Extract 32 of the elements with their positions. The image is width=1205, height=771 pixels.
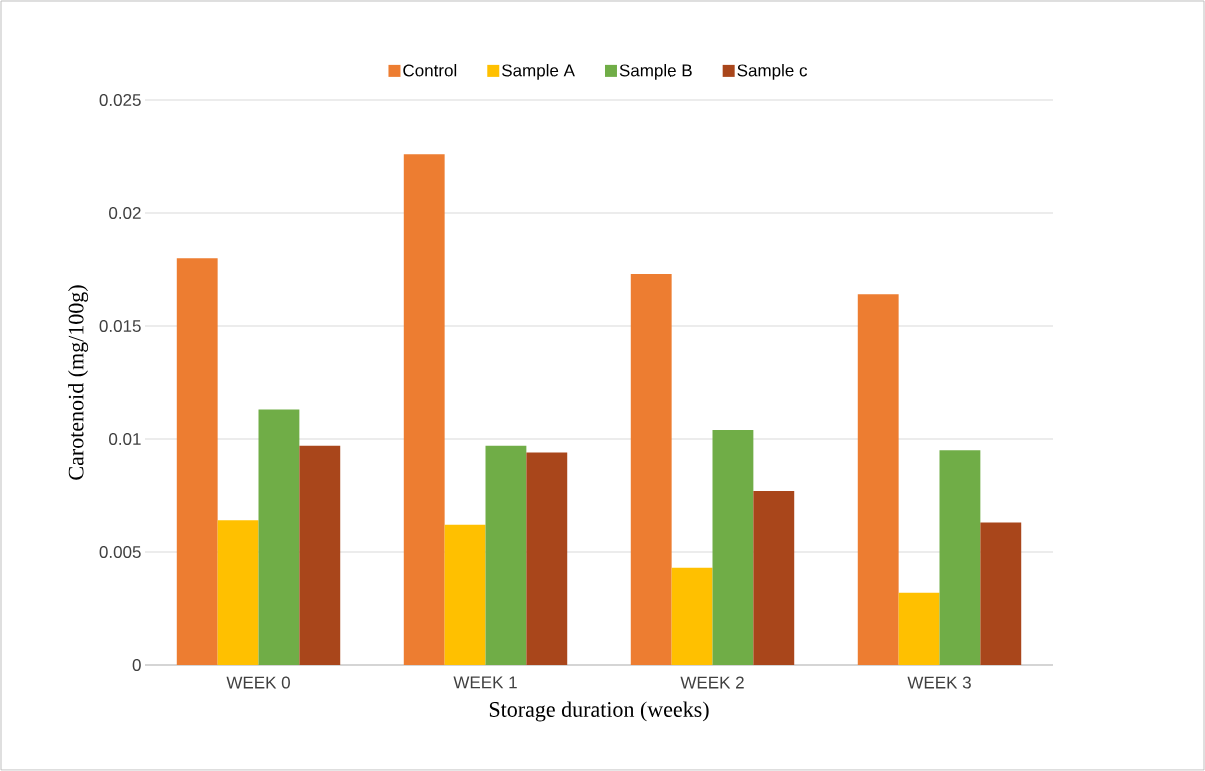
bar <box>630 274 672 665</box>
bar <box>898 592 940 665</box>
y-tick-label: 0 <box>132 658 141 672</box>
y-tick-label: 0.025 <box>99 93 141 107</box>
bar <box>939 450 981 665</box>
bar <box>671 567 713 665</box>
bar <box>444 524 486 665</box>
y-tick-label: 0.02 <box>109 206 141 220</box>
x-axis-title: Storage duration (weeks) <box>489 701 709 722</box>
y-tick-label: 0.015 <box>99 319 141 333</box>
bar <box>753 490 795 665</box>
x-tick-label: WEEK 2 <box>680 676 744 689</box>
bar <box>176 258 218 665</box>
bar <box>299 445 341 665</box>
legend-label: Control <box>403 63 457 77</box>
y-tick-label: 0.01 <box>109 432 141 446</box>
bar <box>403 154 445 665</box>
bar <box>217 520 259 665</box>
legend-label: Sample c <box>737 63 808 80</box>
bar <box>857 294 899 665</box>
bar <box>485 445 527 665</box>
bar <box>980 522 1022 665</box>
y-tick-label: 0.005 <box>99 545 141 559</box>
bar <box>258 409 300 665</box>
legend-label: Sample A <box>502 63 575 80</box>
bar <box>712 429 754 665</box>
x-tick-label: WEEK 0 <box>226 676 290 689</box>
bar <box>526 452 568 665</box>
x-tick-label: WEEK 1 <box>453 676 517 689</box>
y-axis-title: Carotenoid (mg/100g) <box>68 285 89 480</box>
legend-label: Sample B <box>619 63 692 80</box>
x-tick-label: WEEK 3 <box>907 676 971 689</box>
